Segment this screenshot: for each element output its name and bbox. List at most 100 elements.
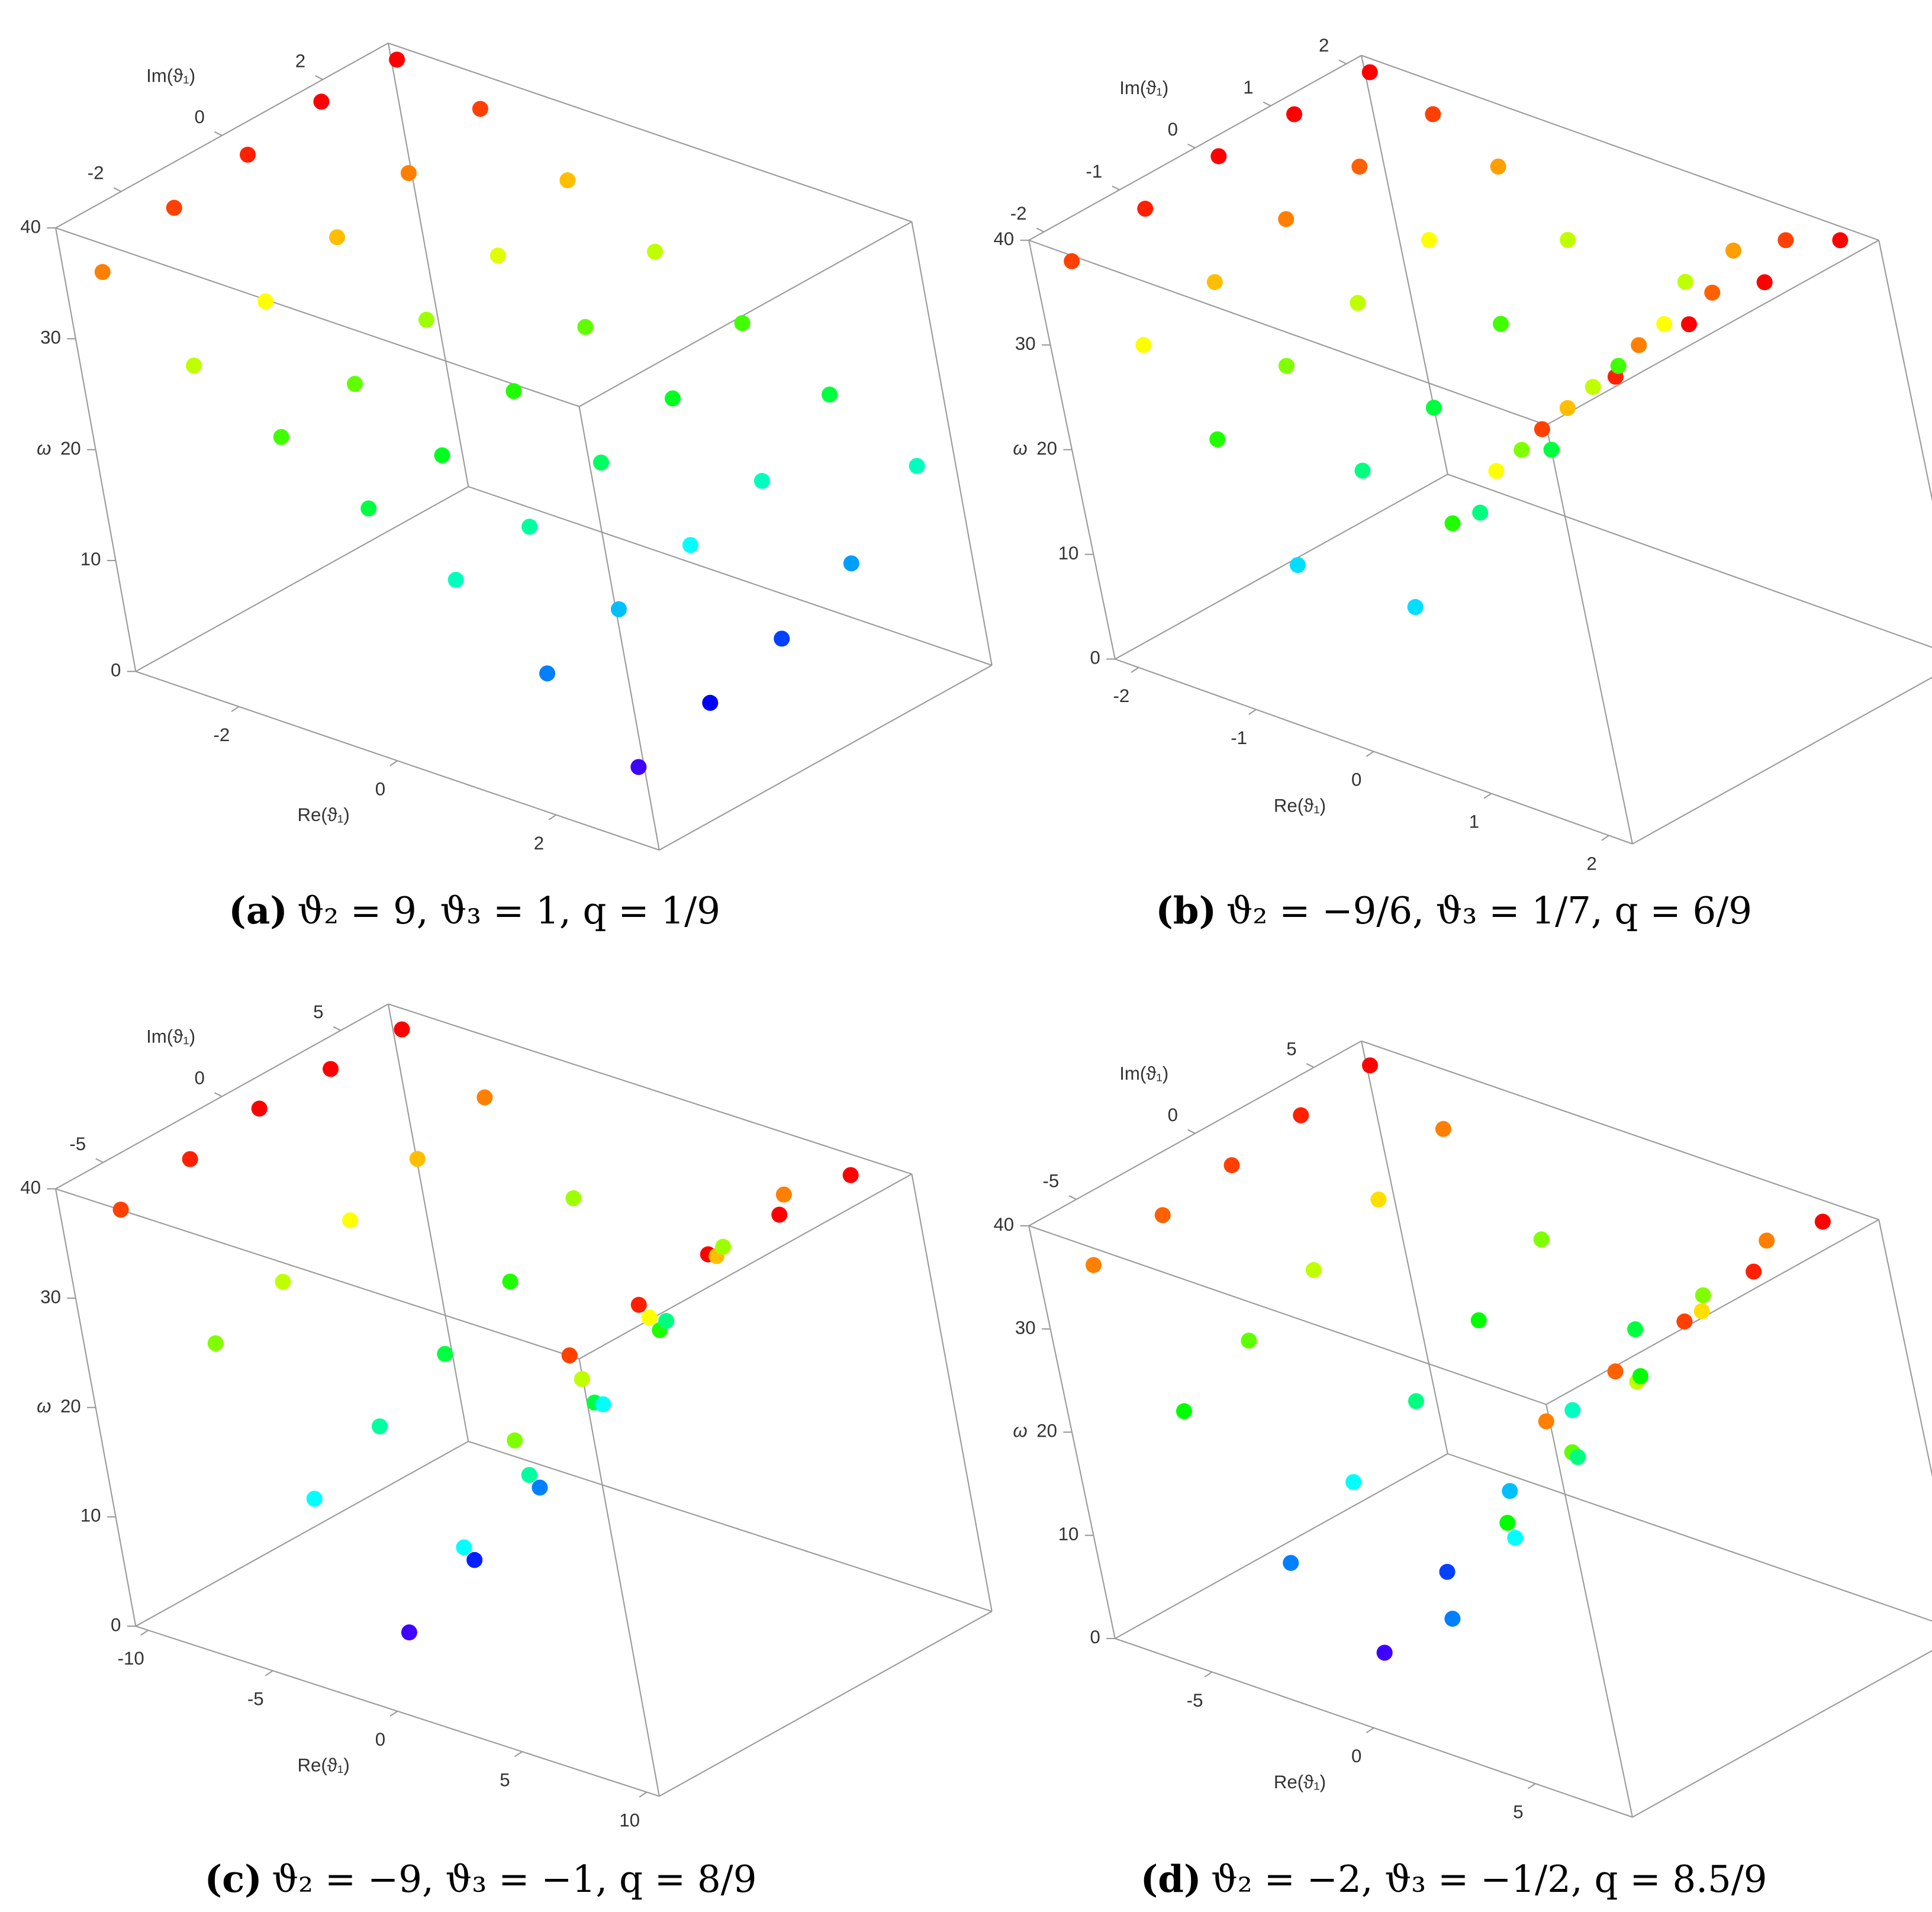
x-tick: [140, 1630, 149, 1636]
x-axis-label: Re(ϑ₁): [1274, 1772, 1326, 1792]
point: [182, 1151, 198, 1167]
point: [774, 630, 790, 647]
z-tick-label: 10: [80, 1505, 101, 1526]
point: [1676, 1313, 1693, 1330]
y-tick-label: 0: [1168, 119, 1178, 140]
point: [1533, 1231, 1550, 1248]
point: [1472, 504, 1489, 521]
point: [1425, 106, 1441, 123]
x-tick: [1204, 1671, 1213, 1678]
z-axis-label: ω: [1013, 1421, 1027, 1441]
x-tick-label: 0: [375, 1729, 385, 1750]
point: [112, 1201, 129, 1218]
point: [1543, 442, 1560, 458]
point: [1585, 379, 1601, 395]
x-tick: [1483, 793, 1492, 799]
point: [360, 500, 377, 517]
point: [641, 1309, 658, 1326]
x-tick-label: -1: [1231, 728, 1247, 748]
z-tick-label: 0: [1090, 1627, 1100, 1647]
caption-text: ϑ₂ = −2, ϑ₃ = −1/2, q = 8.5/9: [1211, 1858, 1767, 1901]
point: [595, 1396, 611, 1412]
point: [1444, 1611, 1461, 1627]
z-axis-label: ω: [1013, 438, 1027, 459]
point: [1278, 358, 1295, 374]
point: [909, 458, 925, 474]
point: [166, 199, 182, 216]
box-edge: [659, 664, 993, 851]
point: [1286, 106, 1303, 123]
series: [1137, 201, 1624, 521]
box-edge: [387, 1003, 469, 1442]
box-edge: [1361, 54, 1879, 241]
point: [1241, 1332, 1257, 1349]
x-tick-label: 1: [1469, 812, 1479, 832]
point: [1435, 1121, 1451, 1137]
point: [476, 1089, 493, 1106]
y-tick-label: 2: [1319, 35, 1329, 56]
point: [702, 694, 719, 711]
point: [521, 1467, 537, 1483]
point: [1135, 337, 1152, 353]
point: [507, 1432, 523, 1449]
point: [1210, 148, 1227, 165]
x-tick-label: -2: [1113, 685, 1130, 706]
box-edge: [1115, 1453, 1448, 1639]
point: [610, 601, 627, 617]
z-tick-label: 30: [1015, 1317, 1036, 1338]
series: [240, 146, 790, 647]
point: [401, 1624, 417, 1641]
z-tick-label: 30: [1015, 333, 1036, 354]
y-tick-label: -5: [1043, 1170, 1060, 1191]
point: [1490, 158, 1506, 175]
y-tick: [1187, 1129, 1196, 1134]
series: [1210, 148, 1697, 458]
series: [1361, 64, 1849, 290]
box-edge: [55, 227, 579, 407]
point: [1560, 231, 1576, 248]
y-tick: [214, 1092, 223, 1097]
y-tick: [1036, 227, 1045, 233]
z-tick-label: 0: [111, 659, 121, 680]
y-tick-label: 5: [1286, 1038, 1296, 1059]
box-edge: [578, 406, 660, 851]
x-tick-label: 0: [375, 778, 385, 799]
x-tick-label: 0: [1351, 1746, 1361, 1766]
point: [1502, 1483, 1518, 1499]
point: [1439, 1563, 1456, 1580]
box-edge: [1115, 658, 1633, 845]
x-tick-label: 5: [500, 1769, 510, 1790]
point: [1607, 1363, 1624, 1380]
point: [1154, 1207, 1171, 1224]
point: [1492, 316, 1509, 332]
x-tick: [514, 1751, 523, 1758]
x-axis-label: Re(ϑ₁): [298, 804, 350, 825]
y-tick-label: 1: [1243, 77, 1253, 98]
y-tick: [1187, 143, 1196, 149]
point: [664, 390, 681, 407]
point: [346, 376, 363, 392]
point: [240, 146, 256, 163]
point: [1759, 1232, 1775, 1249]
point: [1421, 231, 1437, 248]
point: [1223, 1157, 1240, 1173]
y-tick-label: 2: [295, 50, 305, 71]
point: [1725, 242, 1741, 259]
z-tick-label: 20: [60, 438, 81, 459]
x-tick-label: 10: [619, 1810, 640, 1831]
point: [434, 447, 450, 463]
box-edge: [1447, 1453, 1932, 1622]
z-axis-label: ω: [37, 438, 51, 459]
box-edge: [1545, 239, 1879, 426]
point: [842, 1167, 859, 1183]
point: [1470, 1312, 1487, 1328]
point: [447, 571, 464, 588]
y-tick-label: -2: [88, 163, 104, 184]
point: [329, 229, 346, 246]
point: [1656, 316, 1673, 332]
x-tick-label: -10: [118, 1648, 144, 1669]
y-tick: [1068, 1195, 1077, 1200]
point: [409, 1151, 426, 1167]
series: [389, 51, 925, 474]
point: [822, 386, 838, 403]
